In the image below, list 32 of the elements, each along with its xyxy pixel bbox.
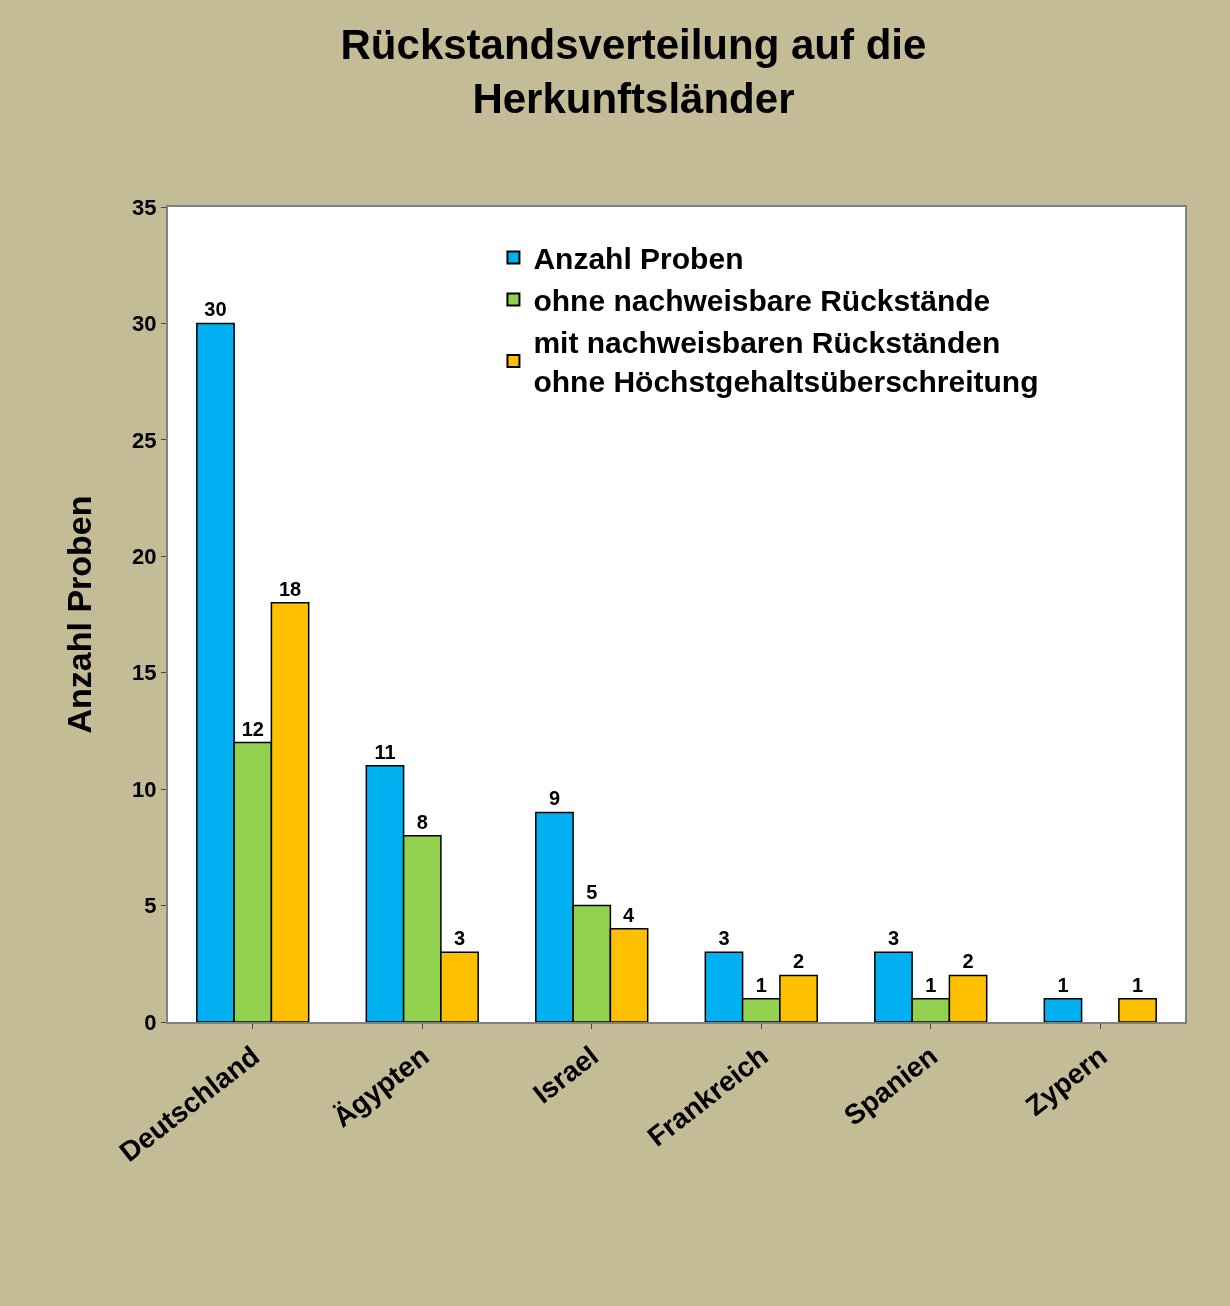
data-label: 12 [241, 717, 264, 740]
legend-label: ohne nachweisbare Rückstände [533, 284, 991, 318]
data-label: 8 [416, 810, 428, 833]
data-label: 30 [204, 298, 227, 321]
y-tick-label: 20 [132, 543, 157, 569]
bar [1118, 997, 1157, 1022]
y-tick-label: 25 [132, 427, 157, 453]
y-tick-label: 15 [132, 660, 157, 686]
y-tick-label: 10 [132, 776, 157, 802]
data-label: 1 [925, 973, 937, 996]
data-label: 18 [278, 577, 302, 600]
y-tick-label: 30 [132, 311, 157, 337]
legend-label: Anzahl Proben [533, 242, 744, 276]
data-label: 1 [1057, 973, 1069, 996]
chart-title: Rückstandsverteilung auf die Herkunftsländer [340, 20, 927, 123]
data-label: 9 [548, 787, 561, 810]
data-label: 2 [962, 950, 974, 973]
y-tick-label: 5 [144, 893, 157, 919]
y-tick-label: 0 [144, 1009, 157, 1035]
bar [1043, 997, 1083, 1022]
data-label: 5 [586, 880, 598, 903]
legend-label: mit nachweisbaren Rückständen ohne Höchstgehaltsüberschreitung [533, 326, 1039, 399]
data-label: 3 [887, 927, 900, 950]
data-label: 3 [718, 927, 730, 950]
y-tick-label: 35 [132, 194, 157, 220]
data-label: 1 [755, 973, 767, 996]
data-label: 2 [792, 950, 805, 973]
data-label: 3 [453, 927, 466, 950]
data-label: 11 [374, 740, 396, 763]
y-axis-title: Anzahl Proben [60, 495, 99, 734]
data-label: 4 [623, 903, 636, 926]
data-label: 1 [1131, 973, 1144, 996]
